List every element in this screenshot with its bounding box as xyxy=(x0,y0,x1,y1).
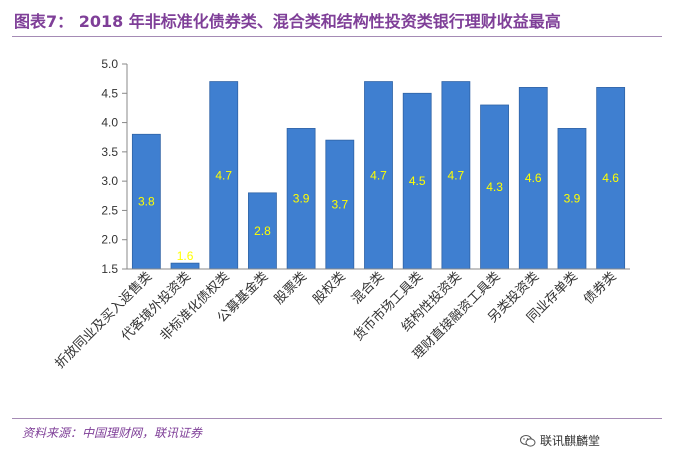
bar xyxy=(364,81,393,270)
y-tick-label: 4.0 xyxy=(101,116,118,130)
title-divider xyxy=(12,36,662,37)
data-label: 3.7 xyxy=(331,198,348,212)
bar xyxy=(209,81,239,270)
wechat-icon xyxy=(520,434,536,447)
y-tick-label: 3.5 xyxy=(101,145,118,159)
bar xyxy=(286,128,316,270)
data-label: 3.8 xyxy=(138,195,155,209)
watermark: 联讯麒麟堂 xyxy=(520,432,600,449)
x-tick-label: 非标准化债权类 xyxy=(157,269,233,345)
bar xyxy=(596,87,626,270)
y-tick-label: 5.0 xyxy=(101,57,118,71)
data-label: 4.6 xyxy=(525,171,542,185)
chart-title: 图表7： 2018 年非标准化债券类、混合类和结构性投资类银行理财收益最高 xyxy=(14,12,561,31)
footer-divider xyxy=(12,418,662,419)
data-label: 4.7 xyxy=(448,168,465,182)
data-label: 4.3 xyxy=(486,180,503,194)
x-tick-label: 股权类 xyxy=(310,269,349,308)
x-tick-label: 债券类 xyxy=(581,269,620,308)
data-labels: 3.8 1.6 4.7 2.8 3.9 3.7 4.7 4.5 4.7 4.3 4.6 3.9 4.6 xyxy=(138,168,619,263)
y-tick-label: 2.5 xyxy=(101,203,118,217)
data-label: 3.9 xyxy=(293,192,310,206)
bar xyxy=(441,81,471,270)
y-tick-label: 2.0 xyxy=(101,233,118,247)
x-tick-label: 股票类 xyxy=(272,269,310,307)
bars xyxy=(131,81,626,270)
y-tick-label: 1.5 xyxy=(101,262,118,276)
data-label: 4.7 xyxy=(215,168,232,182)
bar xyxy=(325,139,355,270)
watermark-label: 联讯麒麟堂 xyxy=(540,434,601,448)
x-tick-label: 代客境外投资类 xyxy=(118,269,194,345)
data-label: 2.8 xyxy=(254,224,271,238)
y-tick-label: 3.0 xyxy=(101,174,118,188)
bar xyxy=(131,133,161,270)
data-label: 4.5 xyxy=(409,174,426,188)
x-tick-label: 货币市场工具类 xyxy=(350,269,426,345)
y-axis: 1.5 2.0 2.5 3.0 3.5 4.0 4.5 5.0 xyxy=(101,57,128,276)
bar xyxy=(518,87,548,270)
source-note: 资料来源：中国理财网，联讯证券 xyxy=(22,426,203,440)
data-label: 4.7 xyxy=(370,168,387,182)
y-tick-label: 4.5 xyxy=(101,86,118,100)
bar xyxy=(402,92,432,270)
bar xyxy=(170,262,200,270)
data-label: 1.6 xyxy=(177,249,194,263)
data-label: 4.6 xyxy=(602,171,619,185)
bar xyxy=(480,104,509,270)
data-label: 3.9 xyxy=(564,192,581,206)
bar xyxy=(248,192,277,270)
